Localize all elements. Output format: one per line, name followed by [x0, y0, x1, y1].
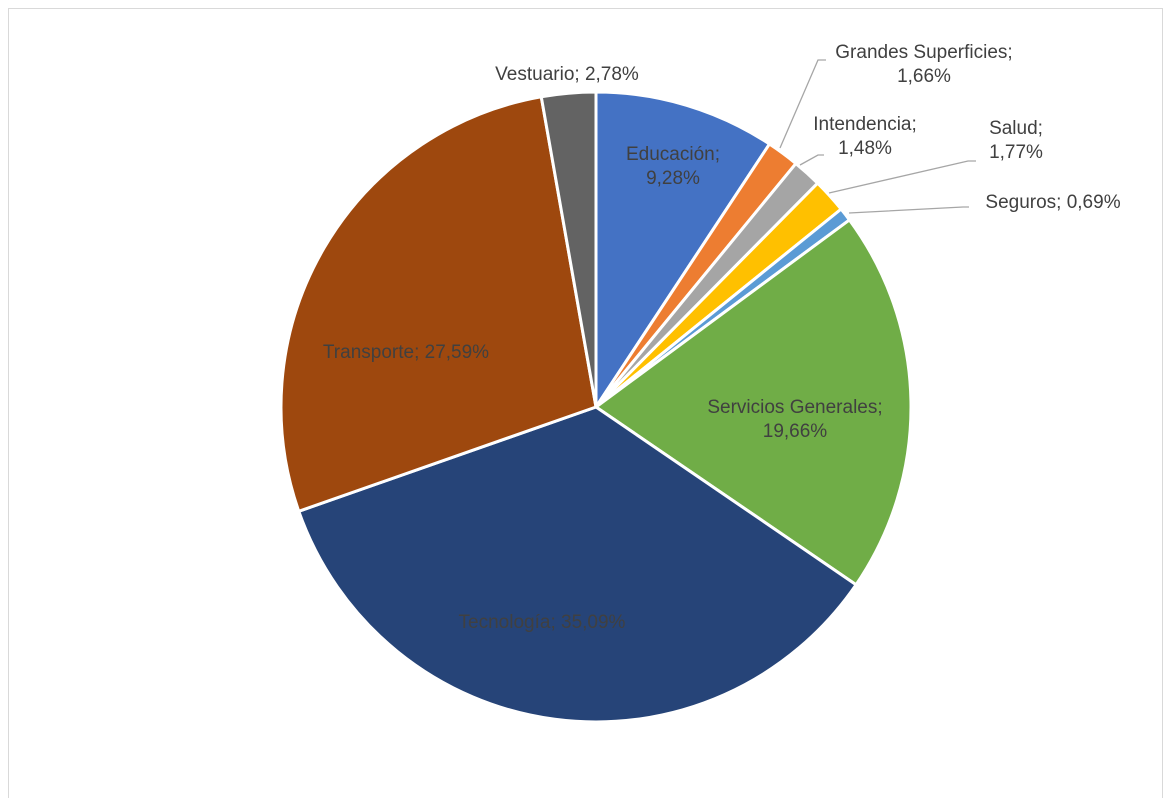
pie-slices — [279, 90, 913, 724]
data-label-servicios-generales: Servicios Generales; 19,66% — [707, 397, 882, 442]
data-labels: Educación; 9,28% Grandes Superficies; 1,66%… — [323, 42, 1121, 633]
data-label-salud: Salud; 1,77% — [989, 118, 1043, 163]
data-label-tecnologia: Tecnología; 35,09% — [459, 612, 626, 633]
data-label-grandes-superficies: Grandes Superficies; 1,66% — [835, 42, 1012, 87]
pie-slice-transporte — [279, 95, 598, 513]
data-label-educacion: Educación; 9,28% — [626, 144, 720, 189]
leader-line-intendencia — [799, 154, 824, 166]
pie-slice-educacion — [594, 90, 771, 409]
pie-slice-vestuario — [539, 90, 598, 409]
data-label-vestuario: Vestuario; 2,78% — [495, 64, 639, 85]
leader-line-salud — [828, 160, 976, 194]
leader-line-seguros — [848, 206, 969, 214]
leader-line-grandes-superficies — [779, 59, 826, 149]
data-label-transporte: Transporte; 27,59% — [323, 342, 489, 363]
pie-slice-servicios-generales — [594, 218, 913, 587]
pie-slice-tecnologia — [297, 405, 858, 724]
data-label-seguros: Seguros; 0,69% — [985, 192, 1120, 213]
data-label-intendencia: Intendencia; 1,48% — [813, 114, 917, 159]
leader-lines — [779, 59, 976, 214]
